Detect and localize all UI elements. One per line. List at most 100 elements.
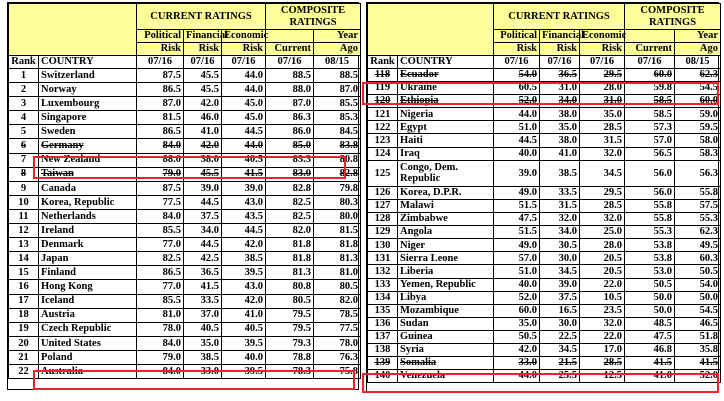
economic-risk-cell: 29.5: [578, 67, 626, 83]
rank-cell: 122: [367, 120, 398, 135]
economic-risk-cell: 45.0: [220, 110, 267, 126]
table-row: 3 Luxembourg 87.0 42.0 45.0 87.0 85.5: [8, 96, 362, 112]
political-risk-cell: 60.0: [493, 303, 540, 318]
country-cell: Korea, Republic: [38, 194, 137, 210]
year-ago-composite-cell: 41.5: [674, 356, 722, 371]
current-composite-cell: 79.5: [265, 307, 315, 323]
table-row: 134 Libya 52.0 37.5 10.5 50.0 50.0: [367, 290, 722, 305]
political-risk-cell: 78.0: [136, 321, 184, 337]
year-ago-composite-cell: 55.3: [674, 212, 722, 227]
country-cell: Ecuador: [397, 67, 494, 83]
economic-risk-cell: 29.5: [578, 185, 626, 200]
table-row: 135 Mozambique 60.0 16.5 23.5 50.0 54.5: [367, 303, 722, 318]
political-label: Political: [136, 29, 184, 43]
country-cell: Denmark: [38, 237, 137, 253]
country-cell: Congo, Dem. Republic: [397, 159, 494, 187]
year-ago-composite-cell: 78.0: [313, 335, 362, 351]
year-ago-composite-cell: 79.8: [313, 180, 362, 196]
financial-risk-cell: 35.0: [539, 120, 580, 135]
risk-label: Risk: [493, 42, 540, 56]
economic-risk-cell: 43.0: [220, 279, 267, 295]
economic-risk-cell: 32.0: [578, 316, 626, 331]
year-ago-composite-cell: 59.0: [674, 107, 722, 122]
country-cell: Liberia: [397, 264, 494, 279]
rank-cell: 17: [8, 293, 39, 309]
economic-risk-cell: 40.0: [220, 349, 267, 365]
financial-date-header: 07/16: [183, 55, 222, 69]
ago-label: Ago: [313, 42, 362, 56]
financial-risk-cell: 37.0: [183, 307, 222, 323]
current-composite-cell: 53.8: [624, 251, 676, 266]
table-row: 132 Liberia 51.0 34.5 20.5 53.0 50.5: [367, 264, 722, 279]
current-composite-cell: 56.0: [624, 159, 676, 187]
political-risk-cell: 85.5: [136, 293, 184, 309]
current-composite-cell: 41.0: [624, 369, 676, 384]
economic-risk-cell: 28.0: [578, 238, 626, 253]
year-ago-composite-cell: 84.5: [313, 124, 362, 140]
financial-risk-cell: 37.5: [183, 208, 222, 225]
year-ago-composite-cell: 80.5: [313, 279, 362, 295]
country-cell: Angola: [397, 225, 494, 240]
economic-risk-cell: 45.0: [220, 96, 267, 112]
table-row: 8 Taiwan 79.0 45.5 41.5 83.0 82.8: [8, 166, 362, 182]
political-risk-cell: 86.5: [136, 82, 184, 98]
table-row: 129 Angola 51.5 34.0 25.0 55.3 62.3: [367, 225, 722, 240]
rank-cell: 136: [367, 316, 398, 331]
financial-risk-cell: 22.5: [539, 329, 580, 344]
financial-risk-cell: 38.0: [539, 107, 580, 122]
table-row: 22 Australia 84.0 33.0 39.5 78.3 75.8: [8, 363, 362, 380]
rank-cell: 128: [367, 212, 398, 227]
year-ago-composite-cell: 60.0: [674, 94, 722, 109]
political-risk-cell: 79.0: [136, 349, 184, 365]
political-risk-cell: 40.0: [493, 146, 540, 161]
rank-cell: 138: [367, 342, 398, 358]
political-risk-cell: 39.0: [493, 159, 540, 187]
rank-cell: 131: [367, 251, 398, 266]
country-cell: Taiwan: [38, 166, 137, 182]
financial-risk-cell: 37.5: [539, 290, 580, 305]
table-row: 7 New Zealand 88.0 38.0 40.5 83.3 80.8: [8, 152, 362, 168]
country-cell: Netherlands: [38, 208, 137, 225]
country-cell: Luxembourg: [38, 96, 137, 112]
table-row: 137 Guinea 50.5 22.5 22.0 47.5 51.8: [367, 329, 722, 344]
country-cell: Syria: [397, 342, 494, 358]
table-row: 19 Czech Republic 78.0 40.5 40.5 79.5 77.5: [8, 321, 362, 337]
country-column-header: COUNTRY: [38, 55, 137, 69]
current-composite-cell: 78.3: [265, 363, 315, 380]
country-cell: Austria: [38, 307, 137, 323]
political-date-header: 07/16: [136, 55, 184, 69]
country-cell: Yemen, Republic: [397, 277, 494, 292]
current-composite-cell: 53.0: [624, 264, 676, 279]
economic-risk-cell: 25.0: [578, 225, 626, 240]
country-cell: Hong Kong: [38, 279, 137, 295]
rank-cell: 120: [367, 94, 398, 109]
economic-risk-cell: 31.0: [578, 94, 626, 109]
table-row: 5 Sweden 86.5 41.0 44.5 86.0 84.5: [8, 124, 362, 140]
rank-column-header: Rank: [367, 55, 398, 69]
political-risk-cell: 47.5: [493, 212, 540, 227]
economic-risk-cell: 28.0: [578, 81, 626, 96]
year-ago-composite-cell: 50.5: [674, 264, 722, 279]
political-risk-cell: 51.0: [493, 264, 540, 279]
rank-cell: 20: [8, 335, 39, 351]
year-ago-composite-cell: 56.3: [674, 159, 722, 187]
rank-cell: 135: [367, 303, 398, 318]
political-risk-cell: 51.5: [493, 198, 540, 214]
country-cell: Korea, D.P.R.: [397, 185, 494, 200]
political-risk-cell: 57.0: [493, 251, 540, 266]
table-row: 18 Austria 81.0 37.0 41.0 79.5 78.5: [8, 307, 362, 323]
current-composite-cell: 83.0: [265, 166, 315, 182]
header-corner: [8, 3, 137, 56]
country-cell: Ukraine: [397, 81, 494, 96]
year-ago-composite-cell: 76.3: [313, 349, 362, 365]
political-risk-cell: 86.5: [136, 124, 184, 140]
year-ago-composite-cell: 87.0: [313, 82, 362, 98]
current-composite-cell: 56.0: [624, 185, 676, 200]
year-ago-composite-cell: 46.5: [674, 316, 722, 331]
table-row: 138 Syria 42.0 34.5 17.0 46.8 35.8: [367, 342, 722, 358]
financial-risk-cell: 32.0: [539, 212, 580, 227]
risk-label: Risk: [136, 42, 184, 56]
rank-cell: 137: [367, 329, 398, 344]
table-row: 119 Ukraine 60.5 31.0 28.0 59.8 54.5: [367, 81, 722, 96]
current-composite-cell: 48.5: [624, 316, 676, 331]
